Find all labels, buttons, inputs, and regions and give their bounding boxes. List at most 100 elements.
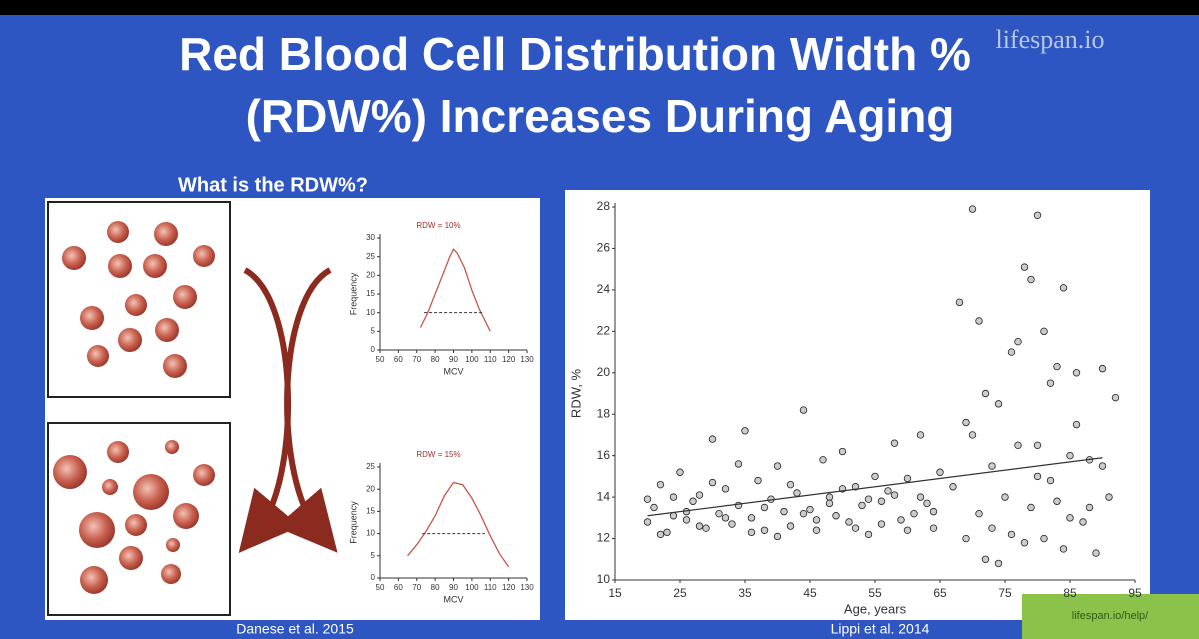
point (656, 530, 665, 539)
y-tick-label: 14 (597, 489, 611, 503)
point (988, 462, 996, 470)
point (962, 418, 970, 427)
point (1059, 284, 1068, 292)
point (851, 524, 860, 532)
subtitle: What is the RDW%? (178, 174, 368, 196)
y-tick-label: 12 (597, 531, 611, 545)
y-tick-label: 5 (371, 551, 376, 560)
x-tick-label: 85 (1063, 586, 1077, 600)
point (747, 514, 756, 522)
x-tick-label: 55 (868, 586, 882, 600)
x-tick-label: 100 (465, 583, 479, 592)
help-link: lifespan.io/help/ (1072, 610, 1149, 622)
point (1020, 263, 1029, 271)
chart-title: RDW = 10% (416, 221, 460, 230)
point (812, 516, 821, 524)
slide-title: (RDW%) Increases During Aging (246, 90, 955, 142)
point (1014, 337, 1022, 346)
point (663, 528, 671, 537)
point (695, 491, 704, 499)
point (702, 524, 710, 532)
point (1111, 393, 1120, 402)
x-tick-label: 75 (998, 586, 1012, 600)
caption: Lippi et al. 2014 (831, 621, 930, 637)
y-tick-label: 24 (597, 282, 611, 296)
point (650, 503, 658, 512)
point (916, 493, 925, 501)
point (949, 483, 957, 491)
point (916, 431, 925, 439)
line-series (419, 248, 491, 332)
point (689, 497, 697, 505)
point (1040, 534, 1048, 543)
x-tick-label: 45 (803, 586, 817, 600)
point (1033, 472, 1042, 481)
point (825, 493, 834, 501)
point (708, 478, 717, 487)
point (936, 468, 944, 476)
point (1085, 503, 1094, 512)
point (669, 493, 678, 501)
point (968, 431, 977, 439)
y-tick-label: 20 (366, 270, 375, 279)
y-tick-label: 25 (366, 252, 375, 261)
y-tick-label: 10 (366, 529, 375, 538)
y-tick-label: 22 (597, 324, 611, 338)
point (1053, 497, 1061, 505)
point (910, 509, 918, 518)
point (760, 526, 769, 534)
point (858, 501, 866, 510)
point (643, 518, 652, 526)
point (780, 507, 788, 516)
point (695, 522, 704, 530)
y-tick-label: 15 (366, 289, 375, 298)
x-tick-label: 70 (412, 583, 421, 592)
point (864, 495, 873, 503)
watermark: lifespan.io (995, 25, 1104, 54)
point (1046, 379, 1055, 387)
point (741, 427, 749, 435)
point (760, 503, 769, 512)
point (877, 520, 886, 528)
point (747, 528, 756, 537)
point (812, 526, 821, 534)
x-tick-label: 25 (673, 586, 687, 600)
point (981, 389, 990, 398)
point (799, 509, 808, 518)
point (1053, 362, 1061, 371)
caption: Danese et al. 2015 (236, 621, 354, 637)
y-tick-label: 25 (366, 462, 375, 471)
point (1046, 476, 1055, 485)
point (1014, 441, 1022, 450)
point (1027, 503, 1035, 512)
x-tick-label: 70 (412, 355, 421, 364)
point (1007, 530, 1016, 539)
y-axis-label: Frequency (348, 272, 358, 315)
y-tick-label: 10 (366, 308, 375, 317)
point (968, 205, 977, 213)
point (825, 499, 834, 508)
y-tick-label: 10 (597, 572, 611, 586)
point (897, 516, 905, 524)
point (708, 435, 717, 443)
point (786, 480, 795, 489)
point (669, 512, 678, 520)
point (754, 476, 762, 485)
y-tick-label: 18 (597, 406, 611, 420)
point (851, 483, 860, 491)
point (1001, 493, 1009, 501)
point (929, 507, 938, 516)
point (676, 468, 684, 476)
x-tick-label: 60 (394, 355, 403, 364)
chart-title: RDW = 15% (416, 450, 460, 459)
point (734, 501, 743, 510)
y-axis-label: RDW, % (568, 369, 583, 419)
point (773, 532, 782, 541)
slide-title: Red Blood Cell Distribution Width % (179, 28, 971, 80)
y-axis-label: Frequency (348, 501, 358, 544)
point (806, 505, 814, 514)
x-tick-label: 130 (520, 583, 534, 592)
cells-varied (47, 422, 231, 616)
